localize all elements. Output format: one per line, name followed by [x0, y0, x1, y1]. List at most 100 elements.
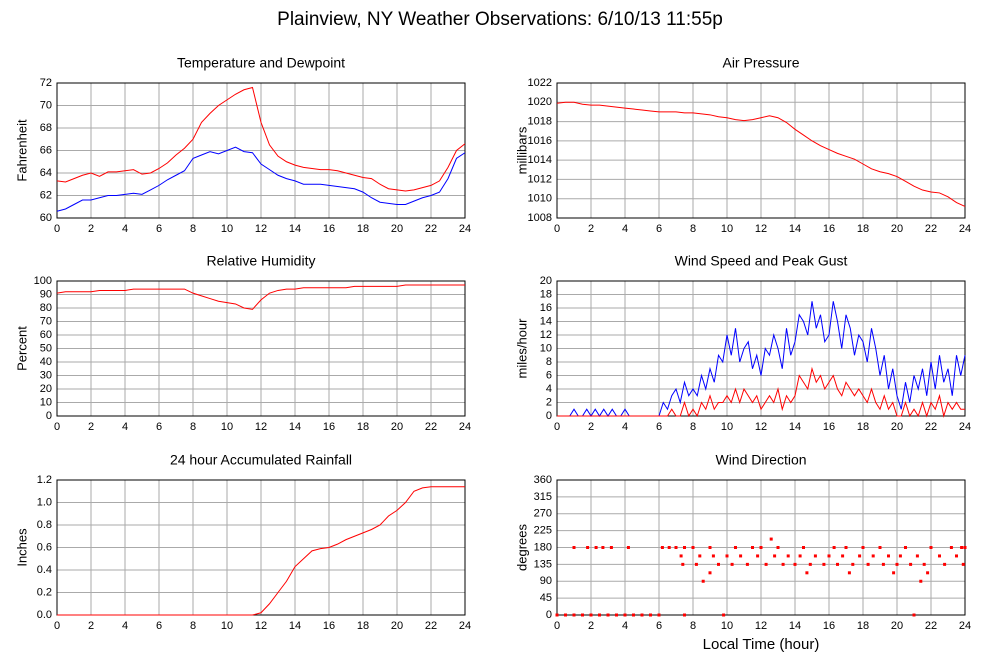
x-tick-label: 8	[690, 620, 696, 632]
data-point	[832, 546, 836, 549]
plot-frame	[56, 280, 466, 417]
data-point	[866, 562, 870, 566]
x-tick-label: 24	[459, 620, 471, 632]
data-point	[589, 613, 593, 617]
page-title: Plainview, NY Weather Observations: 6/10…	[277, 9, 723, 30]
x-tick-label: 0	[554, 421, 560, 433]
y-tick-label: 18	[540, 288, 552, 300]
plot-frame	[56, 82, 466, 219]
y-tick-label: 0.6	[37, 541, 52, 553]
y-tick-label: 1012	[528, 173, 552, 185]
x-tick-label: 12	[255, 620, 267, 632]
data-point	[844, 546, 848, 549]
x-tick-label: 24	[459, 421, 471, 433]
x-tick-label: 22	[425, 620, 437, 632]
y-tick-label: 60	[40, 212, 52, 224]
data-point	[717, 562, 720, 566]
y-tick-label: 16	[540, 302, 552, 314]
y-tick-label: 45	[540, 592, 552, 604]
y-tick-label: 72	[40, 77, 52, 89]
x-tick-label: 14	[289, 223, 301, 235]
data-line	[57, 486, 465, 616]
x-axis-label: Local Time (hour)	[703, 636, 820, 653]
data-point	[929, 546, 933, 549]
data-point	[805, 571, 809, 575]
x-tick-label: 22	[925, 421, 937, 433]
x-tick-label: 14	[289, 421, 301, 433]
data-point	[878, 546, 882, 549]
data-point	[841, 554, 845, 558]
data-point	[887, 554, 890, 558]
x-tick-label: 8	[190, 620, 196, 632]
y-tick-label: 20	[40, 383, 52, 395]
data-point	[609, 546, 613, 549]
data-point	[822, 562, 826, 566]
data-point	[756, 554, 760, 558]
data-point	[798, 554, 802, 558]
data-point	[781, 562, 785, 566]
x-tick-label: 22	[925, 620, 937, 632]
data-point	[581, 613, 584, 617]
data-point	[674, 546, 678, 549]
data-point	[679, 554, 683, 558]
data-point	[708, 546, 712, 549]
x-tick-label: 6	[656, 620, 662, 632]
x-tick-label: 22	[425, 421, 437, 433]
y-tick-label: 2	[546, 396, 552, 408]
panel-title: Relative Humidity	[207, 253, 316, 269]
data-point	[949, 546, 953, 549]
data-point	[739, 554, 743, 558]
data-point	[725, 554, 729, 558]
x-tick-label: 12	[755, 421, 767, 433]
y-tick-label: 1.2	[37, 474, 52, 486]
x-tick-label: 2	[588, 421, 594, 433]
y-axis-label: Fahrenheit	[14, 119, 29, 182]
x-tick-label: 12	[255, 223, 267, 235]
y-tick-label: 8	[546, 356, 552, 368]
x-tick-label: 18	[357, 223, 369, 235]
y-tick-label: 180	[534, 541, 552, 553]
data-point	[730, 562, 734, 566]
y-tick-label: 1018	[528, 115, 552, 127]
x-tick-label: 24	[459, 223, 471, 235]
x-tick-label: 2	[588, 620, 594, 632]
x-tick-label: 14	[789, 620, 801, 632]
data-point	[601, 546, 605, 549]
data-point	[722, 613, 726, 617]
x-tick-label: 22	[925, 223, 937, 235]
plot-frame	[556, 82, 966, 219]
x-tick-label: 2	[88, 620, 94, 632]
y-tick-label: 14	[540, 315, 552, 327]
y-tick-label: 62	[40, 189, 52, 201]
data-point	[898, 554, 902, 558]
y-tick-label: 1010	[528, 193, 552, 205]
plot-frame	[556, 280, 966, 417]
data-point	[915, 554, 919, 558]
x-tick-label: 16	[823, 421, 835, 433]
data-point	[881, 562, 885, 566]
y-tick-label: 0	[46, 410, 52, 422]
data-point	[919, 579, 923, 583]
x-tick-label: 4	[622, 620, 628, 632]
data-point	[808, 562, 812, 566]
y-tick-label: 90	[40, 288, 52, 300]
x-tick-label: 4	[122, 620, 128, 632]
x-tick-label: 8	[190, 421, 196, 433]
x-tick-label: 20	[891, 421, 903, 433]
y-tick-label: 135	[534, 558, 552, 570]
data-point	[745, 562, 749, 566]
y-tick-label: 315	[534, 491, 552, 503]
data-point	[861, 546, 865, 549]
y-tick-label: 50	[40, 342, 52, 354]
data-point	[955, 554, 958, 558]
y-tick-label: 40	[40, 356, 52, 368]
data-point	[594, 546, 598, 549]
y-tick-label: 60	[40, 329, 52, 341]
y-tick-label: 66	[40, 144, 52, 156]
data-point	[711, 554, 715, 558]
data-point	[776, 546, 780, 549]
x-tick-label: 10	[221, 421, 233, 433]
data-point	[764, 562, 768, 566]
data-point	[773, 554, 777, 558]
